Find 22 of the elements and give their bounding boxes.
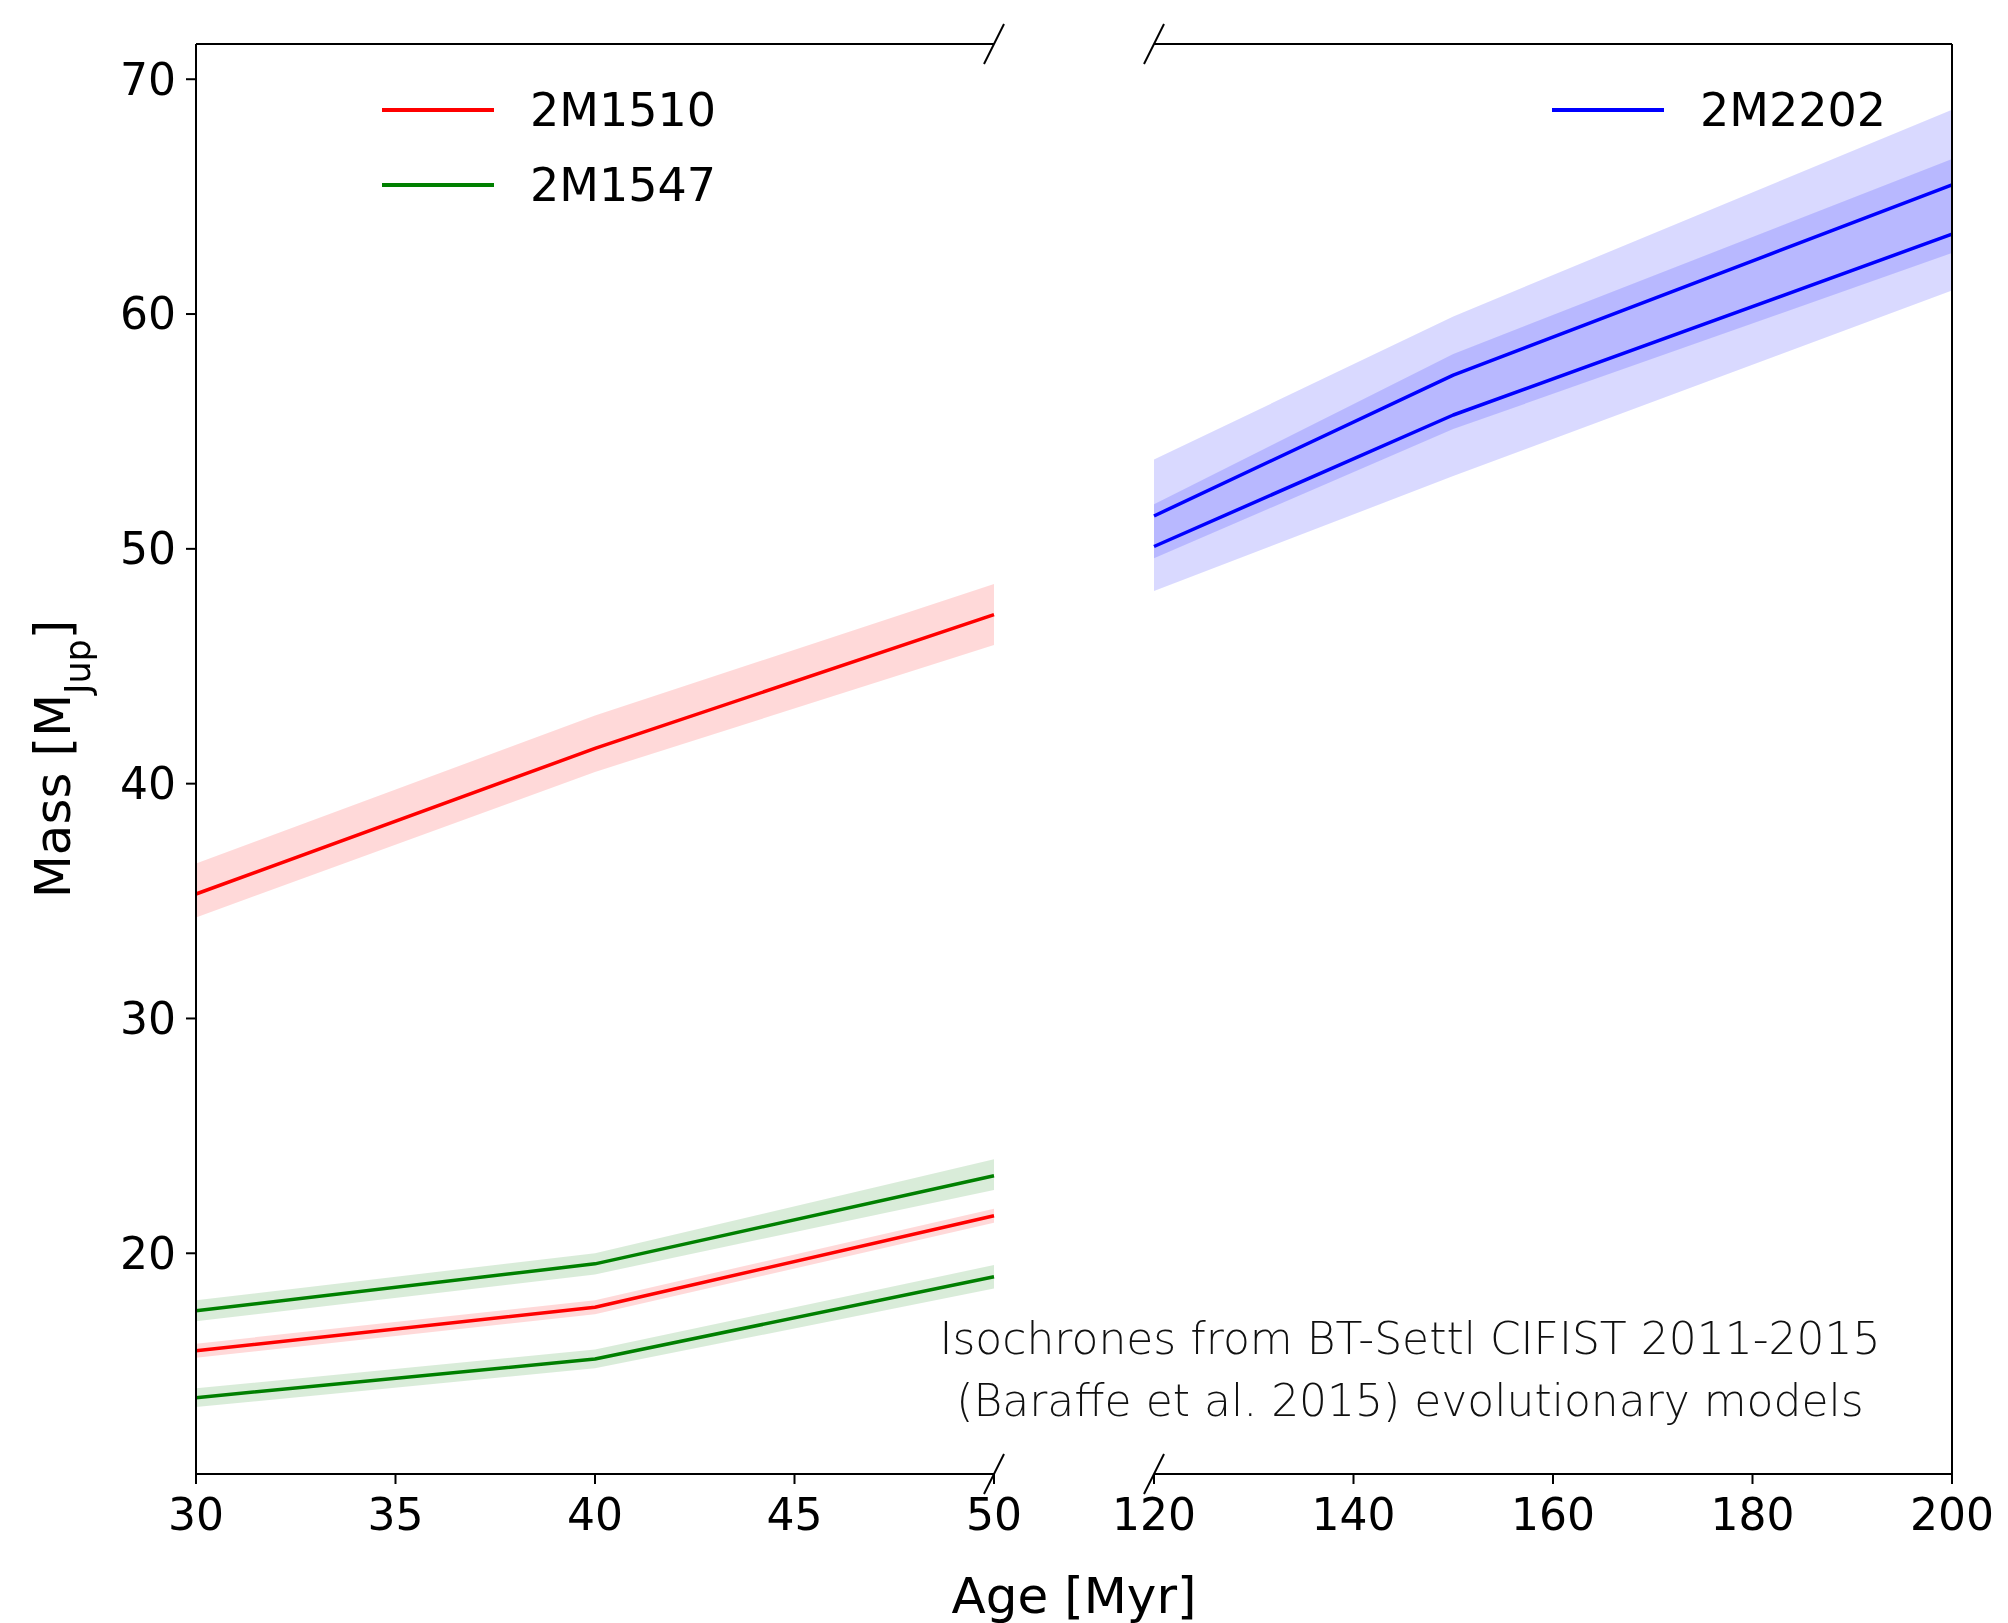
x-tick-label: 45 xyxy=(766,1489,823,1540)
y-tick-label: 20 xyxy=(120,1227,176,1279)
x-tick-label: 180 xyxy=(1710,1489,1795,1540)
legend-label: 2M1510 xyxy=(530,83,717,138)
x-tick-label: 30 xyxy=(168,1489,224,1540)
annotation: Isochrones from BT-Settl CIFIST 2011-2015 xyxy=(939,1313,1881,1364)
x-tick-label: 35 xyxy=(367,1489,424,1540)
legend-label: 2M2202 xyxy=(1700,83,1887,138)
x-tick-label: 140 xyxy=(1311,1489,1396,1540)
y-tick-label: 30 xyxy=(120,992,176,1044)
x-tick-label: 120 xyxy=(1112,1489,1196,1540)
y-tick-label: 60 xyxy=(120,288,176,340)
x-tick-label: 160 xyxy=(1511,1489,1595,1540)
y-tick-label: 50 xyxy=(120,523,176,575)
x-axis-title: Age [Myr] xyxy=(951,1567,1197,1623)
x-tick-label: 40 xyxy=(567,1489,623,1540)
legend-label: 2M1547 xyxy=(530,158,717,213)
y-tick-label: 70 xyxy=(120,53,176,105)
annotation: (Baraffe et al. 2015) evolutionary models xyxy=(956,1375,1864,1426)
x-tick-label: 200 xyxy=(1910,1489,1994,1540)
y-tick-label: 40 xyxy=(120,758,176,810)
x-tick-label: 50 xyxy=(966,1489,1022,1540)
